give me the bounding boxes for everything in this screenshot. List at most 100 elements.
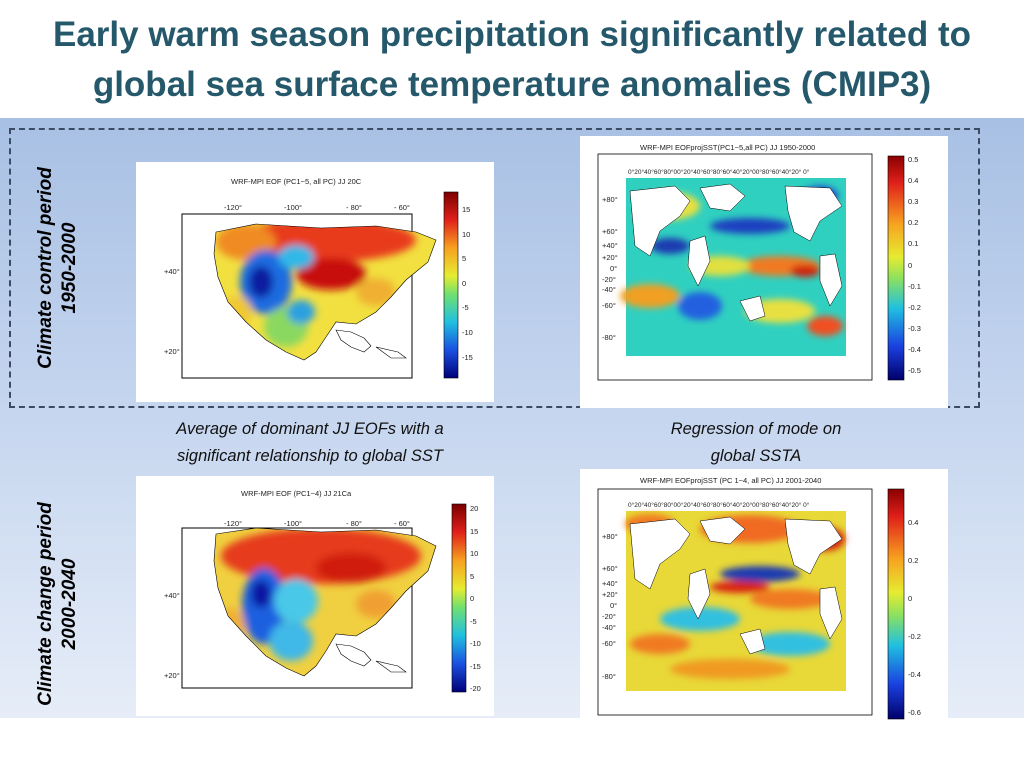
lon-tick: - 80° [346, 519, 362, 528]
lat-tick: +60° [602, 564, 618, 573]
colorbar-tick: 20 [470, 504, 478, 513]
lat-tick: +60° [602, 227, 618, 236]
lon-tick: -120° [224, 519, 242, 528]
precip-field [214, 224, 436, 360]
colorbar-tick: 15 [470, 527, 478, 536]
lat-tick: -60° [602, 301, 616, 310]
map-frame [597, 153, 873, 381]
control-period-dashed-box [9, 128, 980, 408]
colorbar-tick: -0.1 [908, 282, 921, 291]
control-period-label: Climate control period 1950-2000 [34, 143, 82, 393]
sst-field [625, 511, 846, 691]
colorbar-tick: 0.2 [908, 218, 918, 227]
colorbar-tick: -15 [462, 353, 473, 362]
caribbean-outline [335, 643, 407, 673]
colorbar-tick: -0.2 [908, 303, 921, 312]
colorbar-tick: 10 [462, 230, 470, 239]
colorbar-tick: -0.4 [908, 345, 921, 354]
map-frame [181, 527, 413, 689]
panel-title: WRF-MPI EOF (PC1~5, all PC) JJ 20C [231, 177, 362, 186]
colorbar-tick: -5 [470, 617, 477, 626]
colorbar-tick: 5 [470, 572, 474, 581]
colorbar-tick: -0.2 [908, 632, 921, 641]
caption-eof-average: Average of dominant JJ EOFs with a signi… [130, 416, 490, 470]
caption-left-line2: significant relationship to global SST [177, 447, 443, 465]
change-period-label-line1: Climate change period [35, 502, 56, 706]
precip-field [214, 528, 436, 676]
panel-title: WRF-MPI EOFprojSST(PC1~5,all PC) JJ 1950… [640, 143, 815, 152]
lat-tick: -80° [602, 333, 616, 342]
colorbar-tick: 0.4 [908, 176, 918, 185]
lat-tick: +20° [164, 347, 180, 356]
caption-right-line2: global SSTA [710, 447, 802, 465]
colorbar-tick: 0 [908, 594, 912, 603]
change-period-label: Climate change period 2000-2040 [34, 479, 82, 729]
colorbar-tick: -0.3 [908, 324, 921, 333]
panel-title: WRF-MPI EOFprojSST (PC 1~4, all PC) JJ 2… [640, 476, 821, 485]
lat-tick: +20° [164, 671, 180, 680]
colorbar-tick: -10 [470, 639, 481, 648]
colorbar-tick: 10 [470, 549, 478, 558]
caption-left-line1: Average of dominant JJ EOFs with a [176, 420, 444, 438]
lon-tick: - 80° [346, 203, 362, 212]
lat-tick: +20° [602, 590, 618, 599]
coastline [213, 223, 437, 361]
lat-tick: +40° [164, 591, 180, 600]
colorbar-tick: -15 [470, 662, 481, 671]
lat-tick: 0° [610, 264, 617, 273]
lon-ticks: 0°20°40°60°80°00°20°40°60°80°60°40°20°00… [628, 168, 810, 176]
colorbar-tick: 0.5 [908, 155, 918, 164]
colorbar-tick: -10 [462, 328, 473, 337]
colorbar-tick: 0.3 [908, 197, 918, 206]
lon-tick: -120° [224, 203, 242, 212]
colorbar-tick: 0.2 [908, 556, 918, 565]
colorbar-tick: -5 [462, 303, 469, 312]
caribbean-outline [335, 329, 407, 359]
slide-title-line1: Early warm season precipitation signific… [52, 15, 972, 54]
coastline [213, 527, 437, 677]
colorbar-tick: 5 [462, 254, 466, 263]
colorbar-tick: 0 [908, 261, 912, 270]
change-period-label-line2: 2000-2040 [59, 558, 80, 650]
slide-title: Early warm season precipitation signific… [0, 10, 1024, 110]
lat-tick: 0° [610, 601, 617, 610]
lat-tick: -60° [602, 639, 616, 648]
panel-title: WRF-MPI EOF (PC1~4) JJ 21Ca [241, 489, 352, 498]
lon-tick: - 60° [394, 519, 410, 528]
map-panel-global-control: WRF-MPI EOFprojSST(PC1~5,all PC) JJ 1950… [580, 136, 948, 408]
control-period-label-line1: Climate control period [35, 167, 56, 369]
colorbar [887, 155, 905, 381]
colorbar [887, 488, 905, 720]
map-panel-na-change: WRF-MPI EOF (PC1~4) JJ 21Ca -120° -100° … [136, 476, 494, 716]
colorbar-tick: 0 [470, 594, 474, 603]
lat-tick: -40° [602, 623, 616, 632]
control-period-label-line2: 1950-2000 [59, 222, 80, 314]
colorbar-tick: 15 [462, 205, 470, 214]
colorbar [443, 191, 459, 379]
lon-tick: - 60° [394, 203, 410, 212]
colorbar-tick: 0 [462, 279, 466, 288]
lat-tick: -80° [602, 672, 616, 681]
colorbar-tick: -20 [470, 684, 481, 693]
map-panel-na-control: WRF-MPI EOF (PC1~5, all PC) JJ 20C -120°… [136, 162, 494, 402]
lat-tick: +40° [602, 241, 618, 250]
caption-right-line1: Regression of mode on [670, 420, 842, 438]
colorbar-tick: 0.1 [908, 239, 918, 248]
colorbar-tick: -0.6 [908, 708, 921, 717]
slide-title-line2: global sea surface temperature anomalies… [92, 65, 932, 104]
lat-tick: +40° [602, 579, 618, 588]
map-frame [597, 488, 873, 716]
map-panel-global-change: WRF-MPI EOFprojSST (PC 1~4, all PC) JJ 2… [580, 469, 948, 723]
lon-tick: -100° [284, 203, 302, 212]
colorbar [451, 503, 467, 693]
lat-tick: -20° [602, 612, 616, 621]
map-frame [181, 213, 413, 379]
colorbar-tick: -0.5 [908, 366, 921, 375]
lat-tick: +40° [164, 267, 180, 276]
lat-tick: -20° [602, 275, 616, 284]
lat-tick: +80° [602, 195, 618, 204]
lon-tick: -100° [284, 519, 302, 528]
lat-tick: +80° [602, 532, 618, 541]
colorbar-tick: -0.4 [908, 670, 921, 679]
lat-tick: -40° [602, 285, 616, 294]
